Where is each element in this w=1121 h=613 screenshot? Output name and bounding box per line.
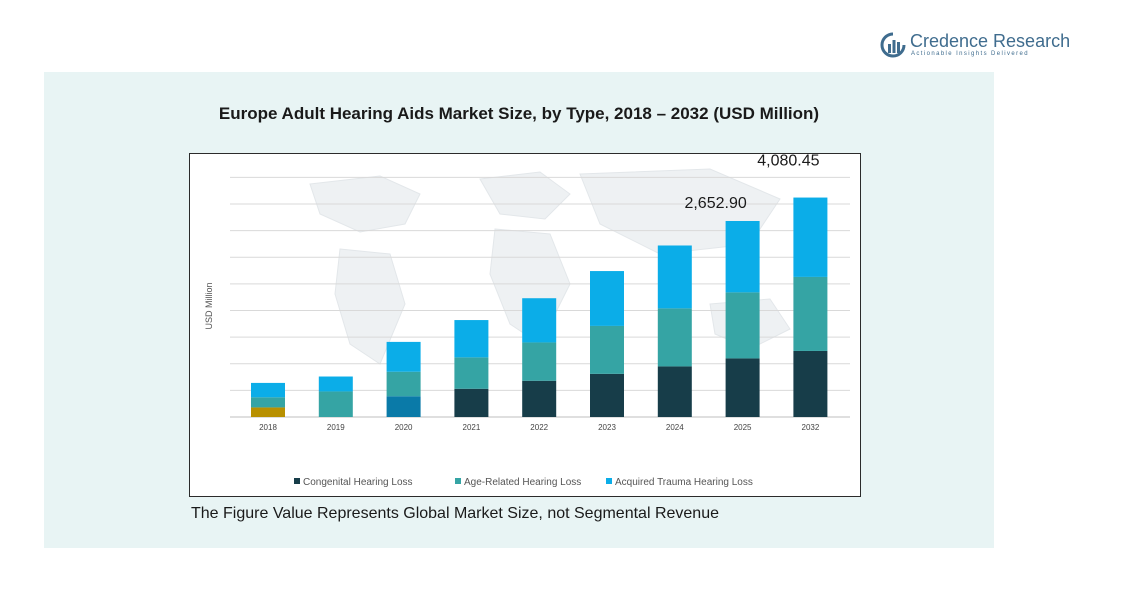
bar-acquired-trauma-2024 (657, 245, 692, 309)
x-tick-label: 2018 (259, 423, 277, 432)
footnote: The Figure Value Represents Global Marke… (191, 505, 719, 522)
x-tick-label: 2032 (802, 423, 820, 432)
bar-congenital-2024 (657, 366, 692, 417)
bar-congenital-2020 (386, 396, 421, 417)
chart-title: Europe Adult Hearing Aids Market Size, b… (218, 104, 820, 123)
brand-logo: Credence Research Actionable Insights De… (880, 30, 1070, 64)
legend-swatch (606, 478, 612, 484)
bar-age-related-2022 (522, 342, 557, 381)
credence-logo-icon (880, 32, 906, 58)
y-axis-label: USD Million (204, 282, 214, 329)
bar-acquired-trauma-2019 (318, 376, 353, 392)
bar-congenital-2022 (522, 380, 557, 417)
bar-age-related-2024 (657, 308, 692, 367)
legend-label: Congenital Hearing Loss (303, 477, 413, 488)
brand-name: Credence Research (910, 31, 1071, 51)
bar-age-related-2021 (454, 357, 489, 389)
x-tick-label: 2020 (395, 423, 413, 432)
bar-acquired-trauma-2018 (251, 382, 285, 398)
x-tick-label: 2022 (530, 423, 548, 432)
world-map-shape (479, 171, 571, 220)
bar-congenital-2032 (793, 350, 828, 417)
bar-acquired-trauma-2021 (454, 320, 489, 358)
x-tick-label: 2021 (463, 423, 481, 432)
bar-congenital-2018 (251, 407, 285, 417)
data-label-2032: 4,080.45 (757, 154, 819, 170)
bar-age-related-2020 (386, 371, 421, 397)
bar-congenital-2021 (454, 388, 489, 417)
x-tick-label: 2024 (666, 423, 684, 432)
bar-age-related-2025 (725, 292, 760, 359)
bar-congenital-2025 (725, 358, 760, 417)
bar-age-related-2023 (590, 325, 624, 374)
legend-swatch (294, 478, 300, 484)
x-tick-label: 2019 (327, 423, 345, 432)
legend-label: Age-Related Hearing Loss (464, 477, 581, 488)
x-tick-label: 2023 (598, 423, 616, 432)
legend-label: Acquired Trauma Hearing Loss (615, 477, 753, 488)
legend-swatch (455, 478, 461, 484)
x-tick-label: 2025 (734, 423, 752, 432)
chart-svg: USD Million 2018 2019 2020 2021 2022 2023 2024 2… (204, 154, 850, 488)
bar-congenital-2023 (590, 373, 624, 417)
bar-acquired-trauma-2032 (793, 197, 828, 277)
brand-tagline: Actionable Insights Delivered (911, 51, 1029, 57)
bar-acquired-trauma-2023 (590, 271, 624, 326)
bar-age-related-2019 (318, 391, 353, 417)
chart-area: USD Million 2018 2019 2020 2021 2022 2023 2024 2… (189, 153, 861, 497)
data-label-2025: 2,652.90 (684, 195, 746, 212)
bar-age-related-2032 (793, 276, 828, 351)
bar-acquired-trauma-2020 (386, 341, 421, 372)
bar-acquired-trauma-2025 (725, 220, 760, 293)
bar-age-related-2018 (251, 397, 285, 408)
bar-acquired-trauma-2022 (522, 298, 557, 343)
